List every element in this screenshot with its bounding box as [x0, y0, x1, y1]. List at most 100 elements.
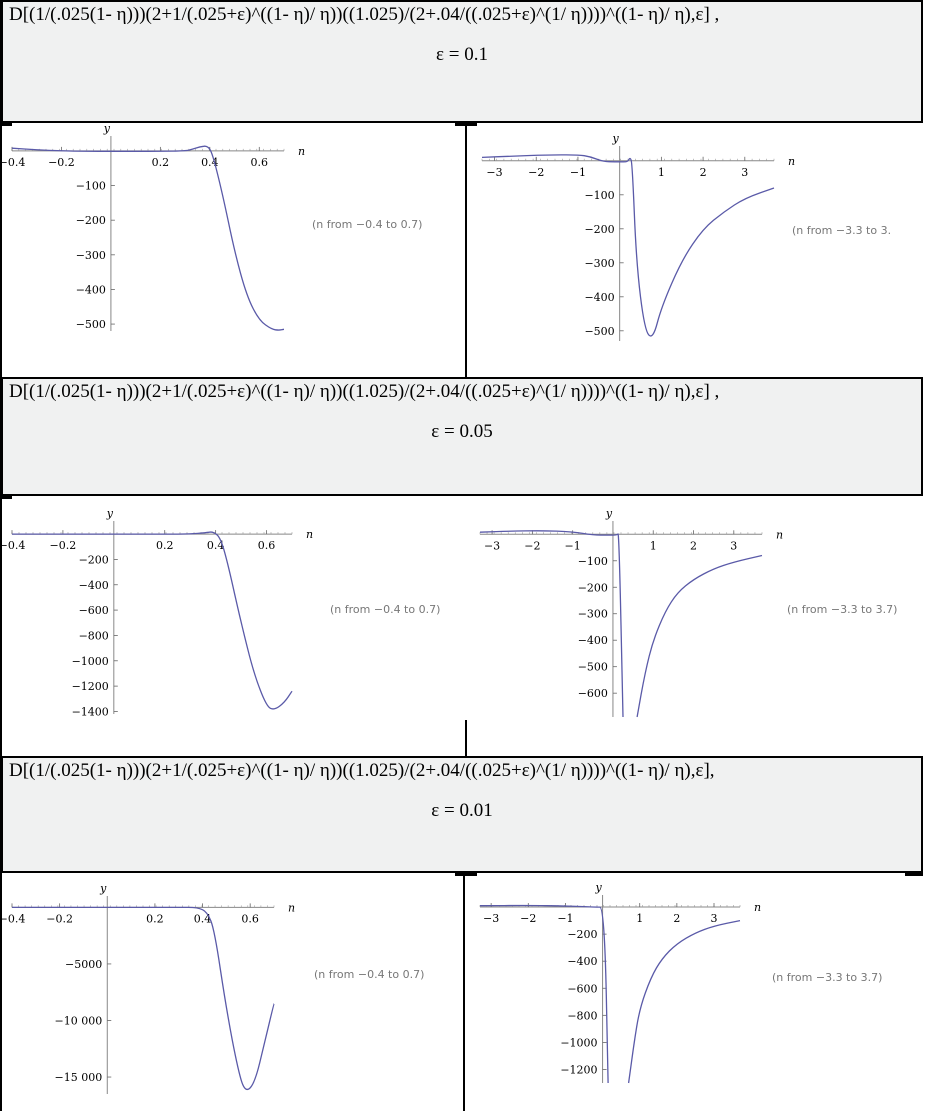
- x-tick-label: −0.4: [0, 156, 25, 169]
- x-tick-label: −2: [520, 912, 536, 925]
- x-axis-label: n: [754, 901, 761, 914]
- chart-1: yn−0.4 −0.2 0.2 0.4 0.6−100−200−300−400−500(…: [0, 122, 422, 331]
- y-tick-label: −100: [584, 189, 614, 202]
- y-tick-label: −800: [79, 629, 109, 642]
- curve-line: [12, 531, 293, 710]
- column-divider: [465, 123, 467, 377]
- y-tick-label: −300: [76, 249, 106, 262]
- chart-2: y n −3 −2 −1 1 2 3 −100 −200 −300 −400 −500 (n from −…: [481, 132, 891, 341]
- curve-line: [479, 530, 624, 718]
- cell-border: [0, 496, 12, 499]
- x-tick-label: −1: [570, 166, 586, 179]
- chart-6: y n −3 −2 −1 1 2 3 −200 −400 −600 −800 −1000 −1200 (n …: [479, 881, 882, 1084]
- formula-band-3: D[(1/(.025(1- η)))(2+1/(.025+ε)^((1- η)/…: [0, 756, 923, 873]
- x-axis-label: n: [288, 901, 295, 914]
- y-tick-label: −600: [567, 982, 597, 995]
- x-tick-label: 0.2: [146, 912, 164, 925]
- x-tick-label: 3: [711, 912, 718, 925]
- x-axis-label: n: [306, 528, 313, 541]
- y-tick-label: −1400: [72, 705, 109, 718]
- x-tick-label: −1: [557, 912, 573, 925]
- y-tick-label: −1000: [560, 1036, 597, 1049]
- y-tick-label: −500: [578, 661, 608, 674]
- y-tick-label: −10 000: [55, 1014, 103, 1027]
- x-tick-label: 2: [700, 166, 707, 179]
- epsilon-value: ε = 0.01: [431, 800, 493, 821]
- curve-line: [627, 919, 741, 1084]
- cell-border: [905, 873, 923, 876]
- cell-border: [0, 123, 12, 126]
- y-tick-label: −1200: [72, 680, 109, 693]
- x-tick-label: −0.2: [50, 539, 77, 552]
- range-caption: (n from −3.3 to 3.7): [787, 603, 897, 616]
- x-tick-label: −0.2: [46, 912, 73, 925]
- x-tick-label: 3: [730, 539, 737, 552]
- curve-line: [11, 906, 275, 1091]
- x-tick-label: −0.4: [0, 912, 25, 925]
- x-tick-label: 0.6: [251, 156, 269, 169]
- range-caption: (n from −0.4 to 0.7): [314, 968, 424, 981]
- formula-text: D[(1/(.025(1- η)))(2+1/(.025+ε)^((1- η)/…: [9, 4, 720, 25]
- y-tick-label: −15 000: [55, 1071, 103, 1084]
- y-tick-label: −400: [584, 291, 614, 304]
- y-tick-label: −200: [584, 223, 614, 236]
- formula-band-2: D[(1/(.025(1- η)))(2+1/(.025+ε)^((1- η)/…: [0, 377, 923, 496]
- formula-band-1: D[(1/(.025(1- η)))(2+1/(.025+ε)^((1- η)/…: [0, 0, 923, 123]
- chart-5: y n −0.4 −0.2 0.2 0.4 0.6 −5000 −10 000 −15 000 (n…: [0, 882, 424, 1094]
- y-tick-label: −200: [567, 928, 597, 941]
- x-tick-label: 2: [690, 539, 697, 552]
- y-tick-label: −600: [578, 687, 608, 700]
- x-tick-label: −2: [524, 539, 540, 552]
- x-tick-label: 1: [650, 539, 657, 552]
- column-divider: [463, 873, 465, 1111]
- x-tick-label: −3: [483, 912, 499, 925]
- y-tick-label: −1200: [560, 1063, 597, 1076]
- formula-text: D[(1/(.025(1- η)))(2+1/(.025+ε)^((1- η)/…: [9, 760, 715, 781]
- y-axis-label: y: [594, 881, 602, 894]
- x-tick-label: 3: [741, 166, 748, 179]
- range-caption: (n from −3.3 to 3.7): [772, 971, 882, 984]
- y-tick-label: −200: [76, 214, 106, 227]
- column-divider: [465, 720, 467, 756]
- y-tick-label: −200: [79, 553, 109, 566]
- y-tick-label: −5000: [65, 958, 102, 971]
- y-tick-label: −100: [578, 555, 608, 568]
- x-axis-label: n: [298, 145, 305, 158]
- y-axis-label: y: [99, 882, 107, 895]
- y-tick-label: −300: [584, 257, 614, 270]
- chart-4: y n −3 −2 −1 1 2 3 −100 −200 −300 −400 −500 −600 (n fr…: [479, 507, 897, 718]
- x-tick-label: −3: [486, 166, 502, 179]
- range-caption: (n from −3.3 to 3.: [792, 224, 891, 237]
- x-tick-label: 0.2: [152, 156, 170, 169]
- x-tick-label: −2: [528, 166, 544, 179]
- curve-line: [11, 145, 285, 331]
- left-border: [0, 0, 2, 1111]
- x-tick-label: −0.2: [48, 156, 75, 169]
- x-axis-label: n: [776, 528, 783, 541]
- y-axis-label: y: [103, 122, 111, 135]
- y-axis-label: y: [106, 507, 114, 520]
- x-tick-label: 0.4: [194, 912, 212, 925]
- range-caption: (n from −0.4 to 0.7): [312, 218, 422, 231]
- x-axis-label: n: [788, 155, 795, 168]
- cell-border: [455, 123, 477, 126]
- y-tick-label: −100: [76, 180, 106, 193]
- x-tick-label: 1: [658, 166, 665, 179]
- y-tick-label: −1000: [72, 655, 109, 668]
- curve-line: [479, 904, 609, 1084]
- x-tick-label: 0.6: [258, 539, 276, 552]
- x-tick-label: 2: [673, 912, 680, 925]
- y-axis-label: y: [605, 507, 613, 520]
- epsilon-value: ε = 0.1: [436, 44, 488, 65]
- epsilon-value: ε = 0.05: [431, 421, 493, 442]
- y-tick-label: −400: [76, 283, 106, 296]
- x-tick-label: 0.4: [207, 539, 225, 552]
- y-tick-label: −400: [79, 579, 109, 592]
- y-tick-label: −800: [567, 1009, 597, 1022]
- formula-text: D[(1/(.025(1- η)))(2+1/(.025+ε)^((1- η)/…: [9, 381, 720, 402]
- y-tick-label: −500: [584, 325, 614, 338]
- x-tick-label: −1: [565, 539, 581, 552]
- y-tick-label: −400: [567, 955, 597, 968]
- x-tick-label: 0.6: [241, 912, 259, 925]
- x-tick-label: −3: [484, 539, 500, 552]
